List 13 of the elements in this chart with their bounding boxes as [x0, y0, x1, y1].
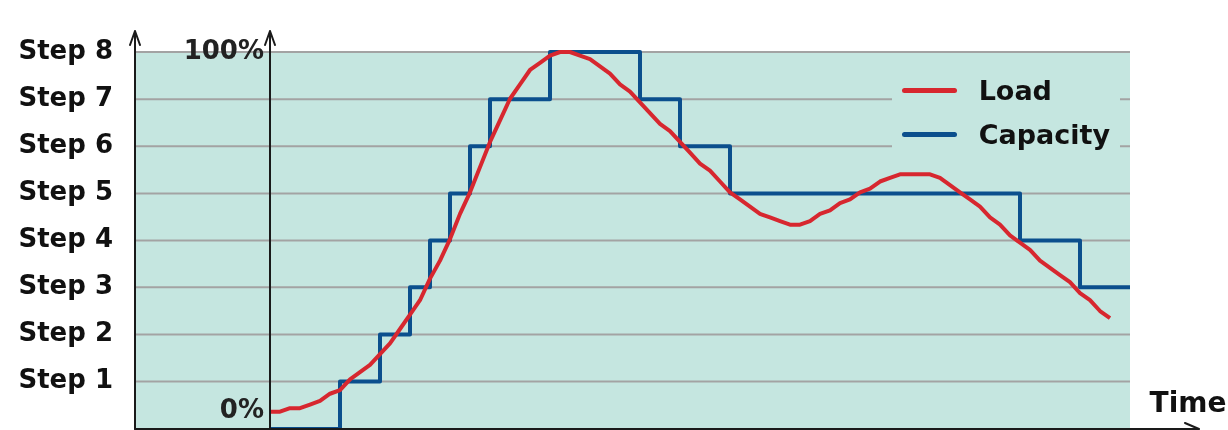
- ref-line-label: Step 4: [18, 223, 113, 254]
- ref-line-label: Step 8: [18, 34, 113, 65]
- legend-label: Capacity: [978, 118, 1110, 150]
- ref-line-label: Step 6: [18, 129, 113, 159]
- ref-line-label: Step 2: [18, 317, 113, 348]
- ref-line-label: Step 3: [18, 270, 113, 301]
- ref-line-label: Step 7: [18, 81, 113, 112]
- legend-label: Load: [978, 74, 1052, 106]
- x-axis-title: Time: [1149, 386, 1227, 420]
- y-tick-label: 0%: [219, 394, 264, 425]
- ref-line-label: Step 5: [18, 176, 113, 207]
- ref-line-label: Step 1: [18, 364, 113, 395]
- y-tick-label: 100%: [183, 34, 264, 65]
